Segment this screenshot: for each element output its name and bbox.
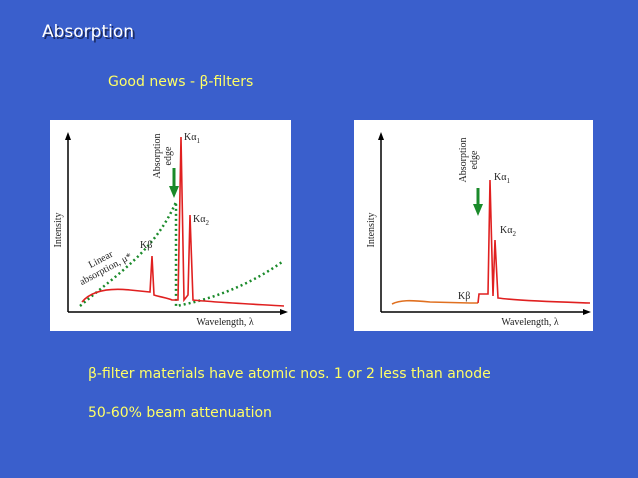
text-part: Kα — [494, 172, 507, 183]
x-label: Wavelength, λ — [501, 317, 559, 328]
text-part: Kα — [184, 132, 197, 143]
k-beta-label: Kβ — [140, 240, 152, 251]
bullet: 50-60% beam attenuation — [88, 405, 272, 421]
arrow-head — [169, 186, 179, 198]
filtered-low-curve — [391, 299, 478, 305]
arrow-head — [473, 204, 483, 216]
absorption-curve — [79, 201, 283, 308]
title: Absorption — [42, 22, 134, 42]
figure-left: Intensity Wavelength, λ Absorptionedge K… — [50, 120, 291, 331]
text-part: 2 — [205, 219, 209, 227]
text-part: Absorption — [152, 134, 163, 179]
text-part: Kα — [500, 225, 513, 236]
text-part: edge — [163, 146, 174, 165]
title-shadow: Absorption — [44, 24, 136, 44]
k-alpha1-label: Kα1 — [184, 132, 200, 145]
text-part: Kα — [193, 214, 206, 225]
figure-panel — [354, 120, 593, 331]
text-part: 2 — [512, 230, 516, 238]
edge-label: Absorptionedge — [458, 138, 480, 183]
bullet: β-filter materials have atomic nos. 1 or… — [88, 366, 491, 382]
k-alpha2-label: Kα2 — [193, 214, 209, 227]
text-part: Absorption — [458, 138, 469, 183]
spectrum-curve — [81, 136, 285, 307]
y-label: Intensity — [366, 213, 377, 248]
k-beta-label: Kβ — [458, 291, 470, 302]
text-part: 1 — [506, 177, 510, 185]
arrow-head — [65, 132, 71, 140]
subtitle: Good news - β-filters — [108, 74, 253, 90]
text-part: 1 — [196, 137, 200, 145]
arrow-head — [378, 132, 384, 140]
k-alpha2-label: Kα2 — [500, 225, 516, 238]
x-label: Wavelength, λ — [196, 317, 254, 328]
edge-label: Absorptionedge — [152, 134, 174, 179]
text-part: edge — [469, 150, 480, 169]
spectrum-curve — [477, 179, 591, 304]
arrow-head — [583, 309, 591, 315]
y-label: Intensity — [53, 213, 64, 248]
arrow-head — [280, 309, 288, 315]
k-alpha1-label: Kα1 — [494, 172, 510, 185]
figure-right: Intensity Wavelength, λ Absorptionedge K… — [354, 120, 593, 331]
